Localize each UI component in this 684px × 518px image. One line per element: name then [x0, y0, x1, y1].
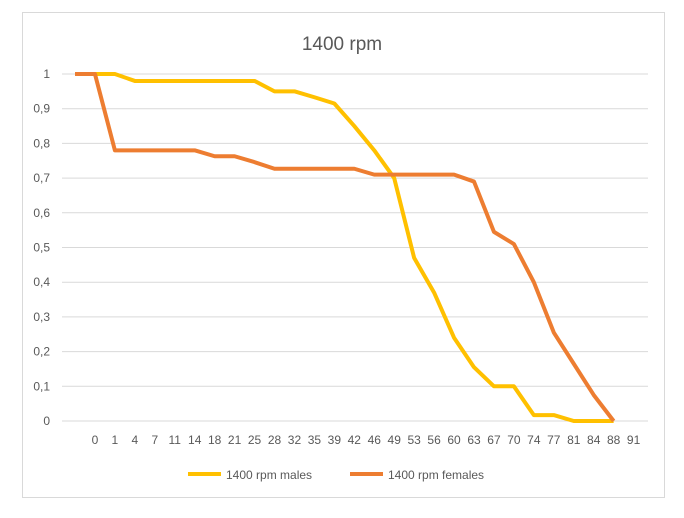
x-tick-label: 46 — [368, 433, 382, 447]
x-tick-label: 60 — [447, 433, 461, 447]
y-tick-label: 1 — [43, 67, 50, 81]
y-tick-label: 0,2 — [33, 345, 50, 359]
legend-label: 1400 rpm females — [388, 468, 484, 482]
x-tick-label: 4 — [132, 433, 139, 447]
y-tick-label: 0,1 — [33, 379, 50, 393]
y-tick-label: 0,9 — [33, 102, 50, 116]
x-tick-label: 39 — [328, 433, 342, 447]
y-tick-label: 0 — [43, 414, 50, 428]
x-tick-label: 70 — [507, 433, 521, 447]
x-tick-label: 67 — [487, 433, 501, 447]
x-tick-label: 56 — [427, 433, 441, 447]
x-tick-label: 49 — [388, 433, 402, 447]
chart-title: 1400 rpm — [302, 34, 382, 55]
x-tick-label: 1 — [112, 433, 119, 447]
x-tick-label: 35 — [308, 433, 322, 447]
x-tick-label: 21 — [228, 433, 242, 447]
x-tick-label: 32 — [288, 433, 302, 447]
y-tick-label: 0,6 — [33, 206, 50, 220]
y-tick-label: 0,8 — [33, 136, 50, 150]
x-tick-label: 0 — [92, 433, 99, 447]
y-tick-label: 0,4 — [33, 275, 50, 289]
x-tick-label: 28 — [268, 433, 282, 447]
x-tick-label: 11 — [169, 433, 182, 447]
series-line-males — [75, 72, 614, 423]
x-tick-label: 7 — [151, 433, 158, 447]
x-tick-label: 91 — [627, 433, 641, 447]
x-tick-label: 74 — [527, 433, 541, 447]
x-tick-label: 53 — [407, 433, 421, 447]
x-tick-label: 88 — [607, 433, 621, 447]
y-tick-label: 0,3 — [33, 310, 50, 324]
x-tick-label: 14 — [188, 433, 202, 447]
x-tick-label: 84 — [587, 433, 601, 447]
x-tick-label: 81 — [567, 433, 581, 447]
x-tick-label: 25 — [248, 433, 262, 447]
x-tick-label: 18 — [208, 433, 222, 447]
x-tick-label: 63 — [467, 433, 481, 447]
x-tick-label: 42 — [348, 433, 362, 447]
x-tick-label: 77 — [547, 433, 561, 447]
legend-label: 1400 rpm males — [226, 468, 312, 482]
series-line-females — [75, 72, 616, 423]
y-tick-label: 0,5 — [33, 241, 50, 255]
y-tick-label: 0,7 — [33, 171, 50, 185]
